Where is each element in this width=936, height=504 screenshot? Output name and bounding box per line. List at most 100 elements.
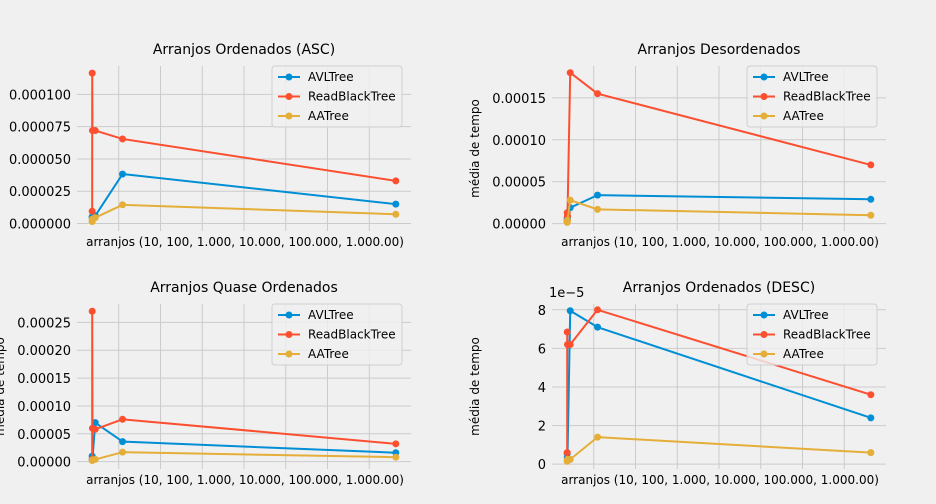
- legend-label: AATree: [783, 347, 824, 361]
- y-tick-label: 0.000025: [9, 185, 71, 200]
- data-point-AATree: [91, 214, 99, 222]
- data-point-AVLTree: [867, 414, 875, 422]
- legend-label: ReadBlackTree: [783, 90, 871, 104]
- legend-label: AATree: [783, 109, 824, 123]
- legend-label: AATree: [308, 109, 349, 123]
- data-point-ReadBlackTree: [566, 69, 574, 77]
- legend-marker: [760, 93, 768, 100]
- y-axis-label: média de tempo: [468, 99, 482, 198]
- x-axis-label: arranjos (10, 100, 1.000, 10.000, 100.00…: [561, 473, 879, 487]
- data-point-ReadBlackTree: [392, 440, 400, 448]
- y-tick-label: 0.00015: [492, 92, 546, 107]
- y-tick-label: 0.00015: [17, 372, 71, 387]
- y-tick-label: 2: [538, 420, 546, 435]
- legend-marker: [285, 350, 293, 358]
- data-point-AATree: [119, 448, 127, 456]
- legend-marker: [760, 311, 768, 319]
- chart-title: Arranjos Desordenados: [638, 42, 801, 58]
- y-tick-label: 0.000075: [9, 121, 71, 136]
- legend-marker: [285, 112, 293, 120]
- data-point-ReadBlackTree: [119, 415, 127, 423]
- y-tick-label: 4: [538, 381, 546, 396]
- legend-label: ReadBlackTree: [783, 328, 871, 342]
- legend-label: AVLTree: [783, 70, 829, 84]
- data-point-AATree: [392, 210, 400, 218]
- data-point-ReadBlackTree: [88, 69, 96, 77]
- y-tick-label: 0.000000: [9, 218, 71, 233]
- data-point-AVLTree: [566, 307, 574, 315]
- data-point-ReadBlackTree: [119, 135, 127, 143]
- chart-3: 0.00000 0.00005 0.00010 0.00015 0.00020 0.000…: [0, 280, 411, 487]
- y-tick-label: 0.000100: [9, 88, 71, 103]
- data-point-ReadBlackTree: [566, 341, 574, 349]
- data-point-ReadBlackTree: [563, 328, 571, 336]
- y-offset-label: 1e−5: [549, 286, 584, 301]
- chart-4: 0 2 4 6 8 Arranjos Ordenados (DESC) arranjos (…: [468, 280, 886, 487]
- y-tick-label: 0.00010: [492, 134, 546, 149]
- data-point-AATree: [867, 211, 875, 219]
- y-tick-label: 6: [538, 342, 546, 357]
- data-point-ReadBlackTree: [867, 161, 875, 169]
- legend-label: AVLTree: [308, 70, 354, 84]
- y-tick-label: 0: [538, 458, 546, 473]
- data-point-AATree: [119, 201, 127, 209]
- data-point-AVLTree: [392, 200, 400, 208]
- y-tick-label: 0.00020: [17, 344, 71, 359]
- data-point-ReadBlackTree: [91, 425, 99, 433]
- legend-marker: [285, 311, 293, 319]
- data-point-AATree: [867, 449, 875, 457]
- data-point-ReadBlackTree: [867, 391, 875, 399]
- data-point-AATree: [392, 453, 400, 461]
- data-point-ReadBlackTree: [392, 177, 400, 185]
- legend: [271, 65, 403, 128]
- legend-label: ReadBlackTree: [308, 90, 396, 104]
- data-point-AVLTree: [867, 195, 875, 203]
- legend: [271, 303, 403, 366]
- legend-marker: [285, 93, 293, 100]
- data-point-ReadBlackTree: [88, 307, 96, 315]
- y-tick-label: 0.00025: [17, 316, 71, 331]
- y-tick-label: 8: [538, 304, 546, 319]
- y-tick-label: 0.00005: [492, 176, 546, 191]
- data-point-ReadBlackTree: [594, 306, 602, 314]
- data-point-ReadBlackTree: [88, 207, 96, 215]
- y-tick-label: 0.00000: [17, 456, 71, 471]
- data-point-AATree: [563, 216, 571, 224]
- y-axis-label: média de tempo: [468, 337, 482, 436]
- legend-marker: [285, 73, 293, 81]
- y-tick-label: 0.000050: [9, 153, 71, 168]
- data-point-AVLTree: [119, 438, 127, 446]
- x-axis-label: arranjos (10, 100, 1.000, 10.000, 100.00…: [86, 235, 404, 249]
- data-point-AATree: [566, 196, 574, 204]
- data-point-AVLTree: [594, 191, 602, 199]
- y-tick-label: 0.00010: [17, 400, 71, 415]
- x-axis-label: arranjos (10, 100, 1.000, 10.000, 100.00…: [561, 235, 879, 249]
- data-point-AVLTree: [594, 323, 602, 331]
- legend-label: AVLTree: [308, 308, 354, 322]
- y-axis-label: média de tempo: [0, 337, 7, 436]
- x-axis-label: arranjos (10, 100, 1.000, 10.000, 100.00…: [86, 473, 404, 487]
- legend-marker: [760, 331, 768, 338]
- data-point-ReadBlackTree: [563, 449, 571, 457]
- chart-title: Arranjos Ordenados (ASC): [153, 42, 335, 58]
- data-point-ReadBlackTree: [91, 127, 99, 135]
- legend-marker: [760, 350, 768, 358]
- legend: [746, 65, 878, 128]
- chart-1: 0.000000 0.000025 0.000050 0.000075 0.000100…: [9, 42, 411, 249]
- y-tick-label: 0.00005: [17, 428, 71, 443]
- chart-title: Arranjos Quase Ordenados: [150, 280, 338, 296]
- data-point-AVLTree: [119, 170, 127, 178]
- legend: [746, 303, 878, 366]
- data-point-AATree: [91, 455, 99, 463]
- data-point-ReadBlackTree: [594, 90, 602, 98]
- legend-marker: [760, 73, 768, 81]
- legend-label: AATree: [308, 347, 349, 361]
- data-point-AATree: [594, 205, 602, 213]
- data-point-AATree: [566, 455, 574, 463]
- legend-label: ReadBlackTree: [308, 328, 396, 342]
- y-tick-label: 0.00000: [492, 218, 546, 233]
- legend-marker: [760, 112, 768, 120]
- legend-label: AVLTree: [783, 308, 829, 322]
- chart-title: Arranjos Ordenados (DESC): [623, 280, 815, 296]
